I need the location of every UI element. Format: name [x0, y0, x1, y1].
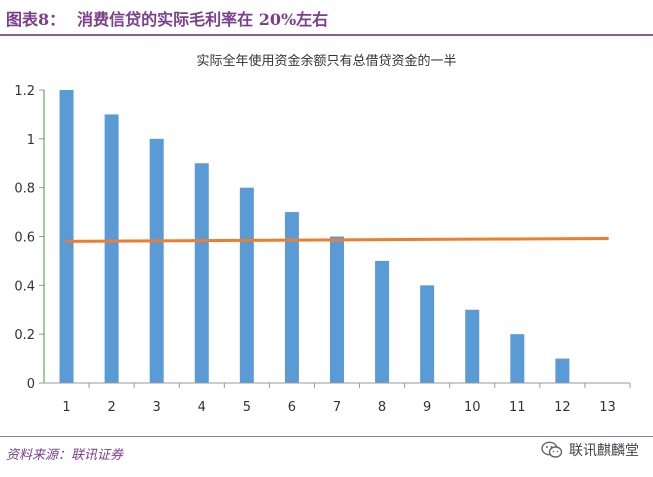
bar	[375, 260, 390, 383]
x-tick-label: 3	[153, 400, 161, 415]
x-tick-label: 8	[378, 400, 386, 415]
y-tick-label: 1	[27, 133, 35, 148]
chart-title: 实际全年使用资金余额只有总借贷资金的一半	[196, 54, 457, 69]
x-tick-label: 10	[464, 400, 481, 415]
line-path	[65, 236, 609, 243]
source-note: 资料来源：联讯证券	[6, 448, 124, 463]
y-tick-label: 0.4	[14, 279, 35, 294]
bottom-divider	[0, 436, 653, 437]
bar	[510, 334, 525, 383]
x-tick-label: 5	[243, 400, 251, 415]
y-tick-label: 0.2	[14, 328, 35, 343]
brand-name: 联讯麒麟堂	[569, 443, 639, 459]
brand-mark: 联讯麒麟堂	[541, 440, 639, 460]
x-tick-label: 7	[333, 400, 341, 415]
x-axis-ticks: 1 2 3 4 5 6 7 8 9 10 11 12 13	[62, 383, 631, 415]
bar	[149, 138, 164, 383]
bar	[330, 236, 344, 383]
bar	[104, 114, 119, 384]
top-divider	[0, 34, 653, 36]
bar	[239, 187, 254, 383]
x-tick-label: 13	[599, 400, 616, 415]
y-tick-label: 0.8	[14, 182, 35, 197]
y-tick-label: 1.2	[14, 84, 35, 99]
bar-series	[59, 90, 570, 384]
bar	[284, 212, 299, 383]
figure-label: 图表8：	[6, 10, 66, 29]
bar-line-chart: 00.20.40.60.811.2 1 2 3 4 5 6 7 8 9 10 11 12 13	[14, 84, 631, 415]
bar	[420, 285, 435, 383]
x-tick-label: 1	[62, 400, 70, 415]
figure-title: 图表8： 消费信贷的实际毛利率在 20%左右	[6, 6, 328, 30]
x-tick-label: 2	[107, 400, 115, 415]
x-tick-label: 9	[423, 400, 431, 415]
y-tick-label: 0.6	[14, 231, 35, 246]
line-series	[65, 236, 609, 243]
figure-title-text: 消费信贷的实际毛利率在 20%左右	[77, 10, 329, 29]
x-tick-label: 6	[288, 400, 296, 415]
bar	[465, 309, 480, 383]
x-tick-label: 4	[198, 400, 206, 415]
bar	[555, 358, 570, 383]
y-axis-ticks: 0 0.2 0.4 0.6 0.8 1 1.2	[14, 84, 44, 392]
x-tick-label: 12	[554, 400, 571, 415]
wechat-icon	[541, 441, 563, 458]
bar	[194, 163, 209, 383]
x-tick-label: 11	[509, 400, 526, 415]
bar	[59, 90, 74, 383]
y-tick-label: 0	[27, 377, 35, 392]
